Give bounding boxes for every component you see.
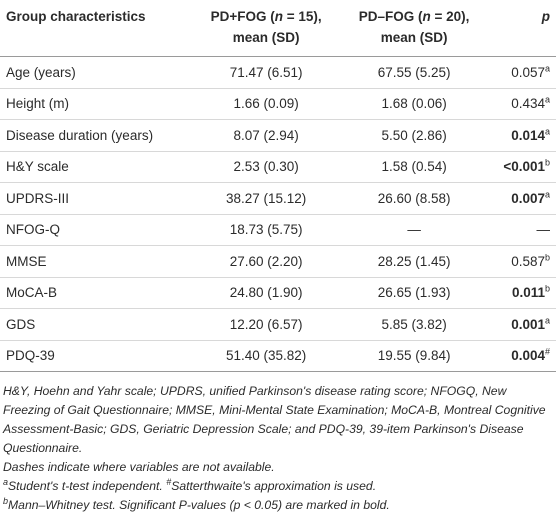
footnote-text: Dashes indicate where variables are not … <box>3 460 275 474</box>
cell: — <box>340 214 488 246</box>
cell: 12.20 (6.57) <box>192 308 341 341</box>
cell: Age (years) <box>0 56 192 89</box>
table-row: Age (years) 71.47 (6.51) 67.55 (5.25) 0.057… <box>0 56 556 89</box>
cell: 1.68 (0.06) <box>340 88 488 120</box>
cell: 28.25 (1.45) <box>340 245 488 278</box>
cell: 26.60 (8.58) <box>340 182 488 215</box>
header-text: mean (SD) <box>232 30 300 45</box>
p-cell: <0.001b <box>488 151 556 183</box>
header-text: Group characteristics <box>6 9 146 24</box>
superscript: a <box>3 476 9 487</box>
cell: PDQ-39 <box>0 340 192 372</box>
p-cell: 0.004# <box>488 340 556 372</box>
p-cell: 0.007a <box>488 182 556 215</box>
p-cell: 0.057a <box>488 56 556 89</box>
superscript: b <box>544 157 550 168</box>
table-row: H&Y scale 2.53 (0.30) 1.58 (0.54) <0.001b <box>0 151 556 183</box>
table-body: Age (years) 71.47 (6.51) 67.55 (5.25) 0.057… <box>0 56 556 372</box>
cell: H&Y scale <box>0 151 192 183</box>
table: Group characteristics PD+FOG (n = 15), mea… <box>0 0 556 372</box>
header-text: = 20), <box>430 9 470 24</box>
superscript: a <box>544 315 550 326</box>
header-text: PD+FOG ( <box>210 9 275 24</box>
header-var: n <box>422 9 431 24</box>
p-value: <0.001 <box>503 159 545 175</box>
table-row: Disease duration (years) 8.07 (2.94) 5.50 … <box>0 119 556 152</box>
table-row: PDQ-39 51.40 (35.82) 19.55 (9.84) 0.004# <box>0 340 556 372</box>
table-row: MoCA-B 24.80 (1.90) 26.65 (1.93) 0.011b <box>0 277 556 309</box>
footnote: Dashes indicate where variables are not … <box>3 458 553 477</box>
header-text: p <box>541 9 550 24</box>
superscript: # <box>544 346 550 357</box>
footnote-text: H&Y, Hoehn and Yahr scale; UPDRS, unifie… <box>3 384 546 455</box>
footnote-text: Satterthwaite's approximation is used. <box>171 479 377 493</box>
p-value: — <box>536 222 551 238</box>
superscript: a <box>544 189 550 200</box>
superscript: a <box>544 63 550 74</box>
p-value: 0.007 <box>511 190 545 206</box>
cell: Height (m) <box>0 88 192 120</box>
footnotes: H&Y, Hoehn and Yahr scale; UPDRS, unifie… <box>0 372 556 515</box>
cell: 24.80 (1.90) <box>192 277 341 309</box>
cell: NFOG-Q <box>0 214 192 246</box>
header-text: mean (SD) <box>380 30 448 45</box>
cell: MMSE <box>0 245 192 278</box>
cell: UPDRS-III <box>0 182 192 215</box>
superscript: b <box>544 252 550 263</box>
table-row: GDS 12.20 (6.57) 5.85 (3.82) 0.001a <box>0 308 556 341</box>
cell: MoCA-B <box>0 277 192 309</box>
p-cell: 0.587b <box>488 245 556 278</box>
cell: 51.40 (35.82) <box>192 340 341 372</box>
p-value: 0.014 <box>511 127 545 143</box>
p-value: 0.057 <box>511 64 545 80</box>
p-value: 0.001 <box>511 316 545 332</box>
table-row: Height (m) 1.66 (0.09) 1.68 (0.06) 0.434a <box>0 88 556 120</box>
cell: 1.66 (0.09) <box>192 88 341 120</box>
p-cell: 0.434a <box>488 88 556 120</box>
cell: 71.47 (6.51) <box>192 56 341 89</box>
superscript: a <box>544 94 550 105</box>
cell: 38.27 (15.12) <box>192 182 341 215</box>
header-text: PD–FOG ( <box>358 9 423 24</box>
table-row: NFOG-Q 18.73 (5.75) — — <box>0 214 556 246</box>
cell: 18.73 (5.75) <box>192 214 341 246</box>
column-header: PD+FOG (n = 15), mean (SD) <box>192 0 341 57</box>
table-row: MMSE 27.60 (2.20) 28.25 (1.45) 0.587b <box>0 245 556 278</box>
header-row: Group characteristics PD+FOG (n = 15), mea… <box>0 0 556 57</box>
p-cell: 0.001a <box>488 308 556 341</box>
cell: 67.55 (5.25) <box>340 56 488 89</box>
column-header: PD–FOG (n = 20), mean (SD) <box>340 0 488 57</box>
cell: GDS <box>0 308 192 341</box>
footnote-text: Mann–Whitney test. Significant P-values … <box>8 498 390 512</box>
cell: 27.60 (2.20) <box>192 245 341 278</box>
superscript: # <box>166 476 172 487</box>
header-var: n <box>274 9 283 24</box>
p-cell: — <box>488 214 556 246</box>
column-header: Group characteristics <box>0 0 192 57</box>
header-text: = 15), <box>282 9 322 24</box>
column-header: p <box>488 0 556 57</box>
superscript: b <box>544 283 550 294</box>
cell: 5.85 (3.82) <box>340 308 488 341</box>
p-value: 0.011 <box>511 285 545 301</box>
cell: 2.53 (0.30) <box>192 151 341 183</box>
p-value: 0.004 <box>511 348 545 364</box>
footnote-text: Student's t-test independent. <box>8 479 167 493</box>
cell: 19.55 (9.84) <box>340 340 488 372</box>
cell: 8.07 (2.94) <box>192 119 341 152</box>
cell: Disease duration (years) <box>0 119 192 152</box>
footnote: H&Y, Hoehn and Yahr scale; UPDRS, unifie… <box>3 382 553 458</box>
p-cell: 0.014a <box>488 119 556 152</box>
p-value: 0.587 <box>511 253 545 269</box>
table-row: UPDRS-III 38.27 (15.12) 26.60 (8.58) 0.007a <box>0 182 556 215</box>
footnote: aStudent's t-test independent. #Satterth… <box>3 477 553 496</box>
p-cell: 0.011b <box>488 277 556 309</box>
p-value: 0.434 <box>511 96 545 112</box>
superscript: a <box>544 126 550 137</box>
cell: 26.65 (1.93) <box>340 277 488 309</box>
cell: 5.50 (2.86) <box>340 119 488 152</box>
cell: 1.58 (0.54) <box>340 151 488 183</box>
